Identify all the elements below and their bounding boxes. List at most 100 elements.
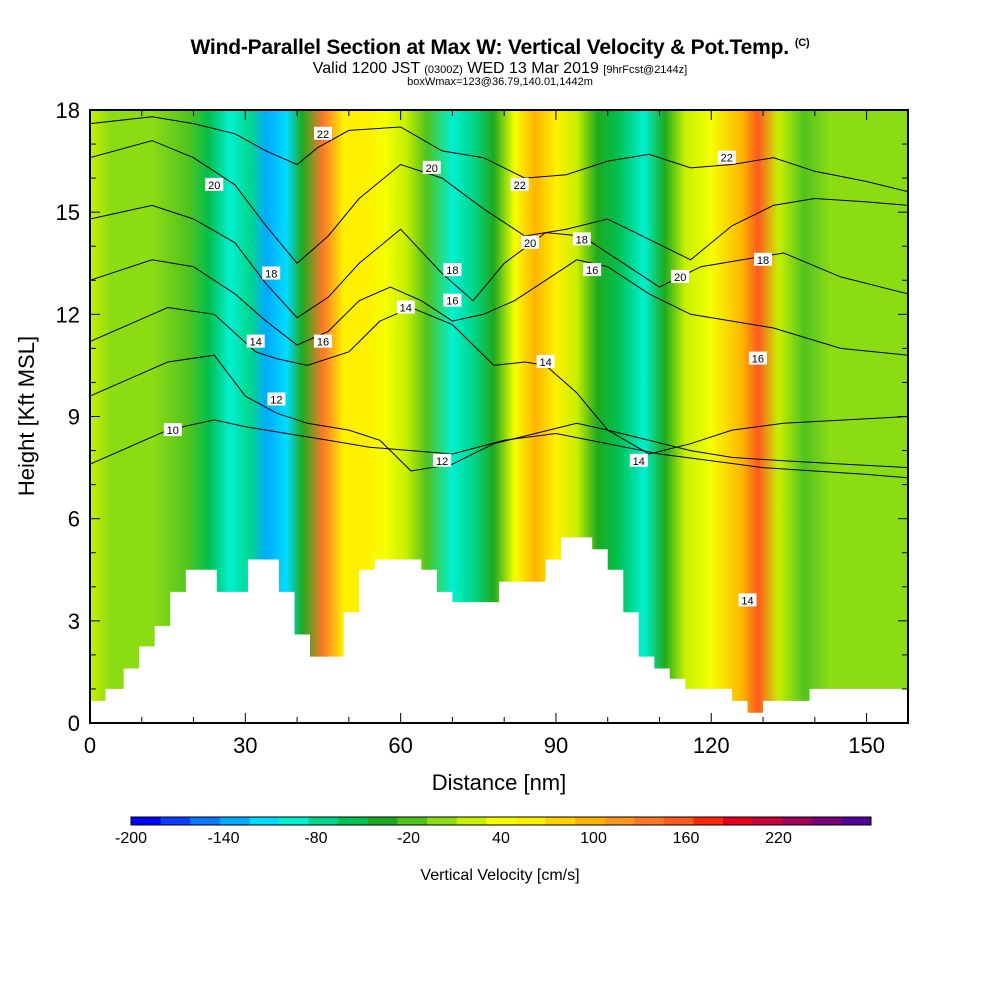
colorbar-tick-label: 40 <box>492 830 510 847</box>
x-tick-label: 60 <box>388 733 412 758</box>
contour-label-bg <box>314 126 332 140</box>
contour-label-bg <box>267 392 286 406</box>
contour-label-text: 22 <box>317 129 329 141</box>
copyright-mark: (C) <box>794 37 810 49</box>
colorbar-swatch <box>604 817 635 825</box>
colorbar-tick-label: -80 <box>304 830 327 847</box>
contour-label-text: 20 <box>674 272 686 284</box>
contour-label-text: 14 <box>250 337 262 349</box>
contour-labels: 10 12 14 16 18 20 22 14 18 16 20 12 22 20 18 16 14 14 20 22… <box>163 126 772 607</box>
contour-label-bg <box>396 300 415 314</box>
contour-label: 20 <box>205 177 224 192</box>
contour-label-text: 14 <box>400 303 412 315</box>
contour-label-text: 22 <box>721 153 733 165</box>
contour-label-text: 20 <box>426 163 438 175</box>
colorbar-swatch <box>693 817 724 825</box>
contour-label-text: 20 <box>208 180 220 192</box>
colorbar-swatch <box>515 817 546 825</box>
contour-label-bg <box>629 453 648 467</box>
colorbar-swatch <box>279 817 309 825</box>
colorbar-tick-label: 160 <box>673 830 700 847</box>
contour-label-text: 20 <box>524 238 536 250</box>
colorbar-swatch <box>545 817 576 825</box>
contour-label: 20 <box>422 160 441 175</box>
theta-contour-18 <box>90 204 908 319</box>
contour-label-bg <box>671 269 690 283</box>
potential-temperature-contours <box>90 116 908 479</box>
contour-label-text: 16 <box>586 265 598 277</box>
colorbar-tick-label: -140 <box>207 830 239 847</box>
contour-label-bg <box>443 293 462 307</box>
colorbar-tick-label: -20 <box>397 830 420 847</box>
theta-contour-20 <box>90 140 908 265</box>
x-tick-label: 150 <box>848 733 885 758</box>
contour-label-bg <box>521 235 540 249</box>
colorbar-swatch <box>427 817 457 825</box>
plot-area: 10 12 14 16 18 20 22 14 18 16 20 12 22 20 18 16 14 14 20 22… <box>89 109 909 724</box>
colorbar-swatch <box>219 817 250 825</box>
colorbar-tick-label: -200 <box>115 830 147 847</box>
contour-label-bg <box>433 453 452 467</box>
terrain <box>90 537 908 723</box>
contour-label-text: 14 <box>539 357 551 369</box>
colorbar-swatch <box>841 817 872 825</box>
colorbar-swatch <box>782 817 813 825</box>
contour-label-bg <box>205 177 224 191</box>
colorbar-swatch <box>811 817 842 825</box>
contour-label: 16 <box>583 263 602 277</box>
y-tick-label: 6 <box>68 507 80 532</box>
contour-label: 14 <box>396 300 415 315</box>
contour-label-text: 12 <box>436 456 448 468</box>
x-tick-label: 30 <box>233 733 257 758</box>
contour-label: 14 <box>629 453 648 468</box>
theta-contour-10 <box>90 419 908 479</box>
contour-label-text: 14 <box>633 456 645 468</box>
chart-subtitle: Valid 1200 JST (0300Z) WED 13 Mar 2019 [… <box>0 60 1000 78</box>
contour-label-bg <box>510 177 529 191</box>
contour-label: 14 <box>536 355 555 369</box>
contour-label-bg <box>246 334 265 348</box>
colorbar-label: Vertical Velocity [cm/s] <box>420 867 579 884</box>
contour-label-bg <box>572 232 591 246</box>
colorbar-swatch <box>338 817 369 825</box>
y-tick-label: 18 <box>56 98 80 123</box>
contour-label: 20 <box>521 235 540 250</box>
contour-label-text: 22 <box>514 180 526 192</box>
colorbar-swatch <box>723 817 753 825</box>
contour-label-text: 18 <box>446 265 458 277</box>
contour-label: 20 <box>671 269 690 284</box>
colorbar-swatch <box>634 817 665 825</box>
contour-label: 18 <box>754 252 772 267</box>
contour-label: 18 <box>572 232 591 246</box>
y-tick-label: 3 <box>68 609 80 634</box>
contour-label: 10 <box>163 423 182 437</box>
contour-label: 22 <box>510 177 529 192</box>
contour-label-text: 12 <box>270 395 282 407</box>
colorbar-swatch <box>367 817 398 825</box>
contour-label-text: 16 <box>317 337 329 349</box>
colorbar-swatch <box>249 817 280 825</box>
contour-label: 12 <box>433 453 452 468</box>
contour-label-bg <box>717 150 736 164</box>
contour-label-text: 14 <box>741 595 753 607</box>
valid-date: WED 13 Mar 2019 <box>467 60 599 77</box>
x-tick-label: 90 <box>544 733 568 758</box>
contour-label: 18 <box>262 266 281 281</box>
colorbar-swatch <box>486 817 517 825</box>
contour-label: 14 <box>738 593 757 607</box>
colorbar-tick-label: 100 <box>580 830 607 847</box>
y-tick-label: 15 <box>56 200 80 225</box>
contour-label-bg <box>443 263 462 277</box>
contour-label-bg <box>748 351 767 365</box>
contour-label-text: 18 <box>757 255 769 267</box>
contour-label-text: 18 <box>265 269 277 281</box>
colorbar-swatch <box>190 817 221 825</box>
contour-label-text: 18 <box>576 234 588 246</box>
y-tick-label: 9 <box>68 405 80 430</box>
utc-time: (0300Z) <box>424 64 463 76</box>
contour-label: 22 <box>314 126 332 141</box>
contour-label-bg <box>536 355 555 368</box>
x-tick-label: 0 <box>84 733 96 758</box>
colorbar-swatch <box>160 817 191 825</box>
y-axis: 0 3 6 9 12 15 18 <box>56 98 908 736</box>
